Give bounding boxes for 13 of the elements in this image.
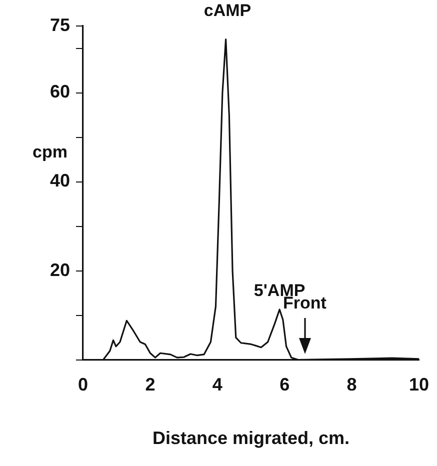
x-tick-label: 4 xyxy=(212,374,222,395)
y-tick-label: 20 xyxy=(50,260,70,280)
x-tick-label: 10 xyxy=(408,374,430,395)
annotation: cAMP xyxy=(204,1,252,20)
x-tick-label: 0 xyxy=(78,374,88,395)
x-axis-title: Distance migrated, cm. xyxy=(152,428,350,448)
x-tick-label: 8 xyxy=(346,374,357,395)
y-tick-label: 75 xyxy=(50,14,70,35)
x-tick-label: 6 xyxy=(280,374,290,395)
y-tick-label: 60 xyxy=(50,82,70,102)
y-tick-label: 40 xyxy=(50,170,70,191)
x-tick-label: 2 xyxy=(145,374,156,395)
y-axis-title: cpm xyxy=(32,142,68,162)
